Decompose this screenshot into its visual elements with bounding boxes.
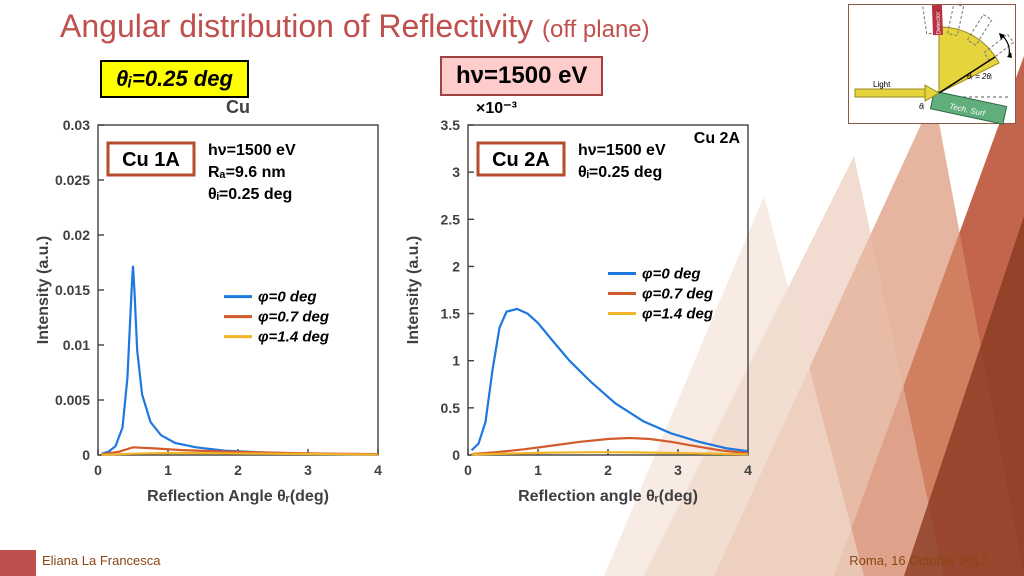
- svg-text:φ=1.4 deg: φ=1.4 deg: [642, 306, 713, 323]
- svg-text:0: 0: [82, 447, 90, 463]
- svg-text:Light: Light: [873, 80, 891, 89]
- svg-text:2: 2: [452, 258, 460, 274]
- svg-text:Cu 1A: Cu 1A: [122, 149, 180, 171]
- svg-text:Intensity (a.u.): Intensity (a.u.): [35, 236, 52, 344]
- svg-text:0.005: 0.005: [55, 392, 90, 408]
- svg-text:θᵢ=0.25 deg: θᵢ=0.25 deg: [208, 186, 292, 203]
- svg-text:1: 1: [452, 353, 460, 369]
- accent-block: [0, 550, 36, 576]
- svg-text:1.5: 1.5: [441, 306, 461, 322]
- svg-text:θᵢ: θᵢ: [919, 102, 925, 111]
- svg-text:0.01: 0.01: [63, 337, 90, 353]
- svg-text:Intensity (a.u.): Intensity (a.u.): [405, 236, 422, 344]
- title-sub: (off plane): [542, 16, 650, 43]
- svg-text:hν=1500 eV: hν=1500 eV: [208, 142, 296, 159]
- svg-text:φ=0.7 deg: φ=0.7 deg: [642, 286, 713, 303]
- svg-text:3: 3: [304, 462, 312, 478]
- title-main: Angular distribution of Reflectivity: [60, 8, 542, 44]
- svg-text:Rₐ=9.6 nm: Rₐ=9.6 nm: [208, 164, 286, 181]
- svg-text:3: 3: [674, 462, 682, 478]
- svg-text:1: 1: [534, 462, 542, 478]
- svg-text:0.015: 0.015: [55, 282, 90, 298]
- svg-text:0: 0: [94, 462, 102, 478]
- svg-text:0.5: 0.5: [441, 400, 461, 416]
- svg-text:3.5: 3.5: [441, 117, 461, 133]
- svg-text:φ=1.4 deg: φ=1.4 deg: [258, 329, 329, 346]
- slide: Angular distribution of Reflectivity (of…: [0, 0, 1024, 576]
- svg-text:0: 0: [452, 447, 460, 463]
- svg-text:3: 3: [452, 164, 460, 180]
- svg-text:θᵢ=0.25 deg: θᵢ=0.25 deg: [578, 164, 662, 181]
- footer-date: Roma, 16 October 2017: [849, 553, 988, 568]
- svg-text:0.025: 0.025: [55, 172, 90, 188]
- svg-text:2: 2: [604, 462, 612, 478]
- svg-text:0.03: 0.03: [63, 117, 90, 133]
- chart-cu-1a: Cu 0 1 2 3 4 0 0.005 0.01 0.015 0.02 0.025 0.03 Refle…: [30, 95, 390, 515]
- svg-text:4: 4: [744, 462, 752, 478]
- svg-text:Reflection Angle θᵣ(deg): Reflection Angle θᵣ(deg): [147, 488, 329, 505]
- hv-badge-text: hν=1500 eV: [456, 62, 587, 89]
- svg-text:φ=0 deg: φ=0 deg: [642, 266, 701, 283]
- geometry-diagram: Tech. SurfLightDetectorθᵢθᵣ = 2θᵢ: [848, 4, 1016, 124]
- svg-text:1: 1: [164, 462, 172, 478]
- svg-text:×10⁻³: ×10⁻³: [476, 100, 517, 117]
- theta-badge-text: θᵢ=0.25 deg: [116, 66, 233, 91]
- slide-title: Angular distribution of Reflectivity (of…: [60, 8, 650, 45]
- footer-author: Eliana La Francesca: [42, 553, 161, 568]
- geometry-svg: Tech. SurfLightDetectorθᵢθᵣ = 2θᵢ: [849, 5, 1017, 125]
- svg-text:2: 2: [234, 462, 242, 478]
- svg-text:hν=1500 eV: hν=1500 eV: [578, 142, 666, 159]
- theta-badge: θᵢ=0.25 deg: [100, 60, 249, 98]
- svg-text:φ=0.7 deg: φ=0.7 deg: [258, 309, 329, 326]
- svg-text:Reflection angle θᵣ(deg): Reflection angle θᵣ(deg): [518, 488, 698, 505]
- hv-badge: hν=1500 eV: [440, 56, 603, 96]
- svg-text:Cu: Cu: [226, 97, 250, 117]
- svg-text:φ=0 deg: φ=0 deg: [258, 289, 317, 306]
- svg-text:θᵣ = 2θᵢ: θᵣ = 2θᵢ: [967, 72, 993, 81]
- svg-text:4: 4: [374, 462, 382, 478]
- svg-text:Detector: Detector: [936, 12, 943, 35]
- svg-text:2.5: 2.5: [441, 211, 461, 227]
- svg-text:0.02: 0.02: [63, 227, 90, 243]
- svg-text:0: 0: [464, 462, 472, 478]
- svg-text:Cu 2A: Cu 2A: [694, 130, 741, 147]
- chart-cu-2a: ×10⁻³ Cu 2A 0 1 2 3 4 0 0.5 1 1.5 2 2.5 3 3.5 Reflectio…: [400, 95, 760, 515]
- svg-text:Cu 2A: Cu 2A: [492, 149, 550, 171]
